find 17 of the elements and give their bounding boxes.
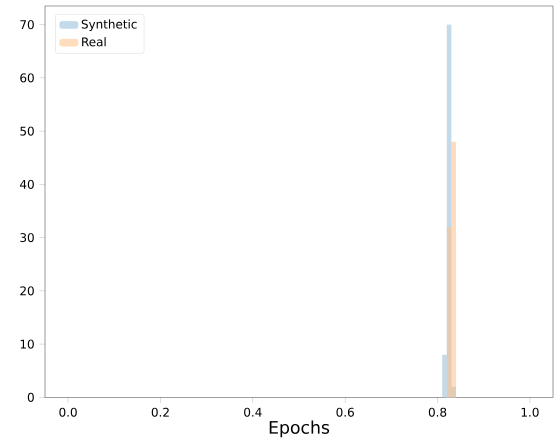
- y-tick-label: 50: [20, 126, 34, 136]
- y-tick-label: 60: [20, 73, 34, 82]
- y-tick-label: 0: [28, 392, 34, 402]
- x-axis-title: Epochs: [270, 420, 330, 438]
- y-tick-label: 10: [20, 340, 34, 349]
- legend-label: Synthetic: [82, 19, 137, 31]
- x-tick-label: 0.8: [428, 408, 446, 417]
- x-tick-label: 1.0: [522, 408, 539, 417]
- y-tick-label: 70: [20, 20, 34, 30]
- x-tick-label: 0.6: [336, 408, 354, 417]
- y-tick-label: 20: [20, 286, 34, 296]
- y-tick-label: 30: [20, 233, 34, 242]
- x-tick-label: 0.2: [152, 408, 169, 417]
- legend-label: Real: [82, 37, 106, 46]
- x-tick-label: 0.0: [59, 408, 77, 417]
- x-tick-label: 0.4: [244, 408, 262, 417]
- y-tick-label: 40: [20, 180, 34, 189]
